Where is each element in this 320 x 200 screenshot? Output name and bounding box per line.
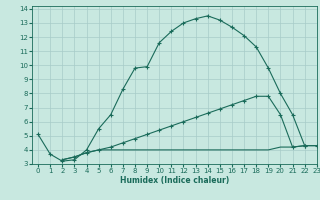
X-axis label: Humidex (Indice chaleur): Humidex (Indice chaleur) [120,176,229,185]
